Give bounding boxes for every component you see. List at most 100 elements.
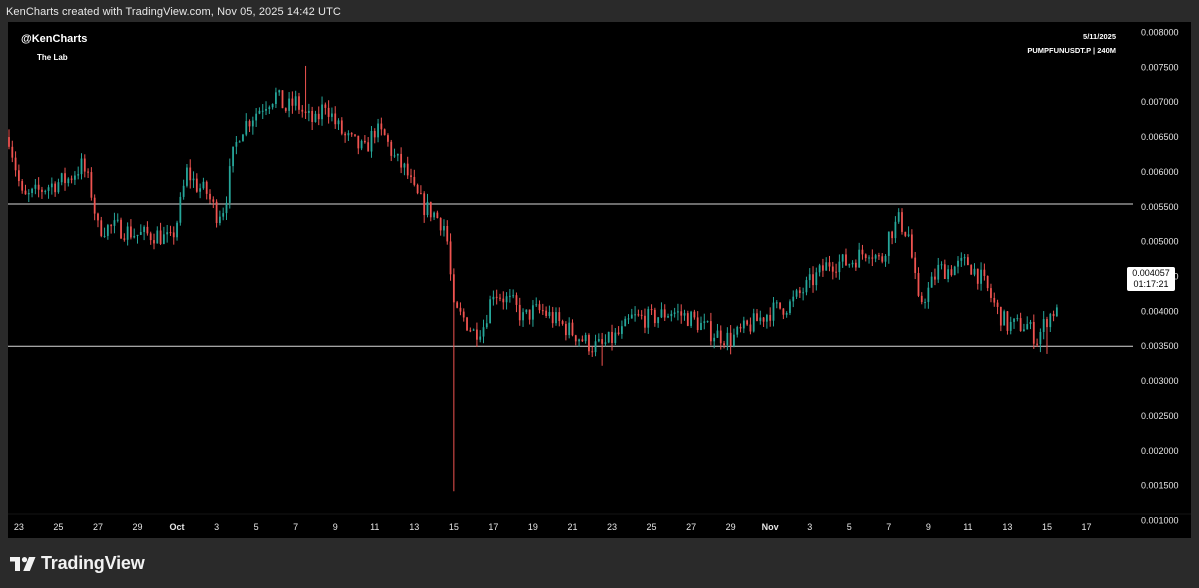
candle-body [983, 269, 986, 276]
candle-body [835, 271, 837, 273]
candle-body [452, 274, 455, 303]
candle-body [930, 276, 933, 288]
y-tick-label: 0.002000 [1141, 446, 1179, 456]
candle-body [630, 314, 633, 319]
candle-body [1055, 307, 1058, 317]
candle-body [943, 264, 946, 280]
candle-body [367, 142, 370, 152]
candle-body [413, 176, 416, 185]
candle-body [83, 158, 86, 172]
candle-body [910, 234, 913, 258]
candle-body [357, 135, 360, 149]
candle-body [650, 309, 653, 311]
candle-body [812, 274, 814, 286]
candle-body [756, 313, 758, 322]
y-tick-label: 0.001000 [1141, 516, 1179, 526]
candle-body [116, 219, 119, 221]
candle-body [47, 187, 50, 191]
candle-body [541, 310, 544, 312]
candle-body [953, 266, 956, 276]
x-tick-label: 13 [409, 522, 419, 532]
candle-body [136, 234, 139, 236]
candle-body [284, 108, 287, 111]
tradingview-logo[interactable]: TradingView [10, 553, 145, 574]
candle-body [202, 181, 205, 189]
x-tick-label: 3 [214, 522, 219, 532]
candle-body [917, 273, 920, 296]
candle-body [848, 264, 851, 266]
candle-body [179, 196, 182, 223]
candle-body [637, 314, 640, 316]
candle-body [14, 157, 17, 171]
candle-body [172, 232, 175, 238]
x-tick-label: 11 [963, 522, 972, 532]
candle-body [769, 314, 772, 321]
x-tick-label: 5 [847, 522, 852, 532]
candle-body [1006, 311, 1009, 331]
x-tick-label: Nov [762, 522, 779, 532]
candle-body [657, 317, 660, 324]
x-tick-label: 19 [528, 522, 538, 532]
y-tick-label: 0.007000 [1141, 97, 1179, 107]
candle-body [670, 313, 673, 317]
candle-body [1049, 313, 1052, 328]
candle-body [406, 163, 409, 176]
candle-body [667, 316, 669, 318]
candle-body [512, 295, 515, 297]
candle-body [825, 262, 828, 271]
candle-body [522, 312, 524, 321]
candle-body [130, 226, 132, 238]
candle-body [634, 314, 636, 316]
candle-body [265, 108, 267, 111]
candle-body [186, 167, 188, 186]
candle-body [884, 255, 887, 262]
candle-body [854, 262, 857, 268]
candle-body [851, 262, 854, 265]
candle-body [716, 330, 719, 338]
candle-body [1023, 329, 1025, 332]
candlestick-chart[interactable]: 0.008000 0.007500 0.007000 0.006500 0.006000… [8, 22, 1191, 538]
candle-body [449, 241, 452, 275]
candle-body [8, 137, 10, 147]
candle-body [67, 178, 70, 184]
candle-body [1036, 343, 1038, 345]
candle-body [499, 297, 501, 299]
candle-body [733, 334, 735, 346]
candle-body [271, 103, 274, 108]
candle-body [390, 141, 393, 156]
candle-body [597, 339, 600, 342]
candle-body [192, 178, 195, 181]
candle-body [446, 226, 449, 242]
candle-body [298, 96, 300, 110]
candle-body [373, 130, 376, 138]
candle-body [920, 295, 923, 302]
candle-body [999, 306, 1002, 326]
candle-body [792, 296, 795, 302]
candle-body [502, 298, 505, 303]
x-tick-label: 7 [886, 522, 891, 532]
candle-body [24, 190, 27, 195]
candle-body [578, 339, 580, 342]
candle-body [182, 185, 185, 197]
candle-body [864, 254, 867, 259]
candle-body [57, 182, 60, 193]
candle-body [314, 113, 317, 122]
candle-body [680, 311, 683, 316]
candle-body [400, 153, 403, 168]
chart-area[interactable]: 0.008000 0.007500 0.007000 0.006500 0.006000… [8, 22, 1191, 538]
candle-body [653, 309, 656, 324]
y-tick-label: 0.004000 [1141, 306, 1179, 316]
candle-body [393, 155, 396, 157]
candle-body [696, 317, 699, 331]
candle-body [703, 321, 706, 323]
candle-body [624, 318, 627, 327]
x-tick-label: 9 [333, 522, 338, 532]
candle-body [719, 330, 722, 344]
candle-body [268, 107, 271, 109]
x-tick-label: 25 [647, 522, 657, 532]
candle-body [347, 133, 350, 136]
candle-body [153, 240, 155, 244]
y-tick-label: 0.007500 [1141, 62, 1179, 72]
candle-body [686, 313, 689, 326]
candle-body [749, 324, 752, 332]
